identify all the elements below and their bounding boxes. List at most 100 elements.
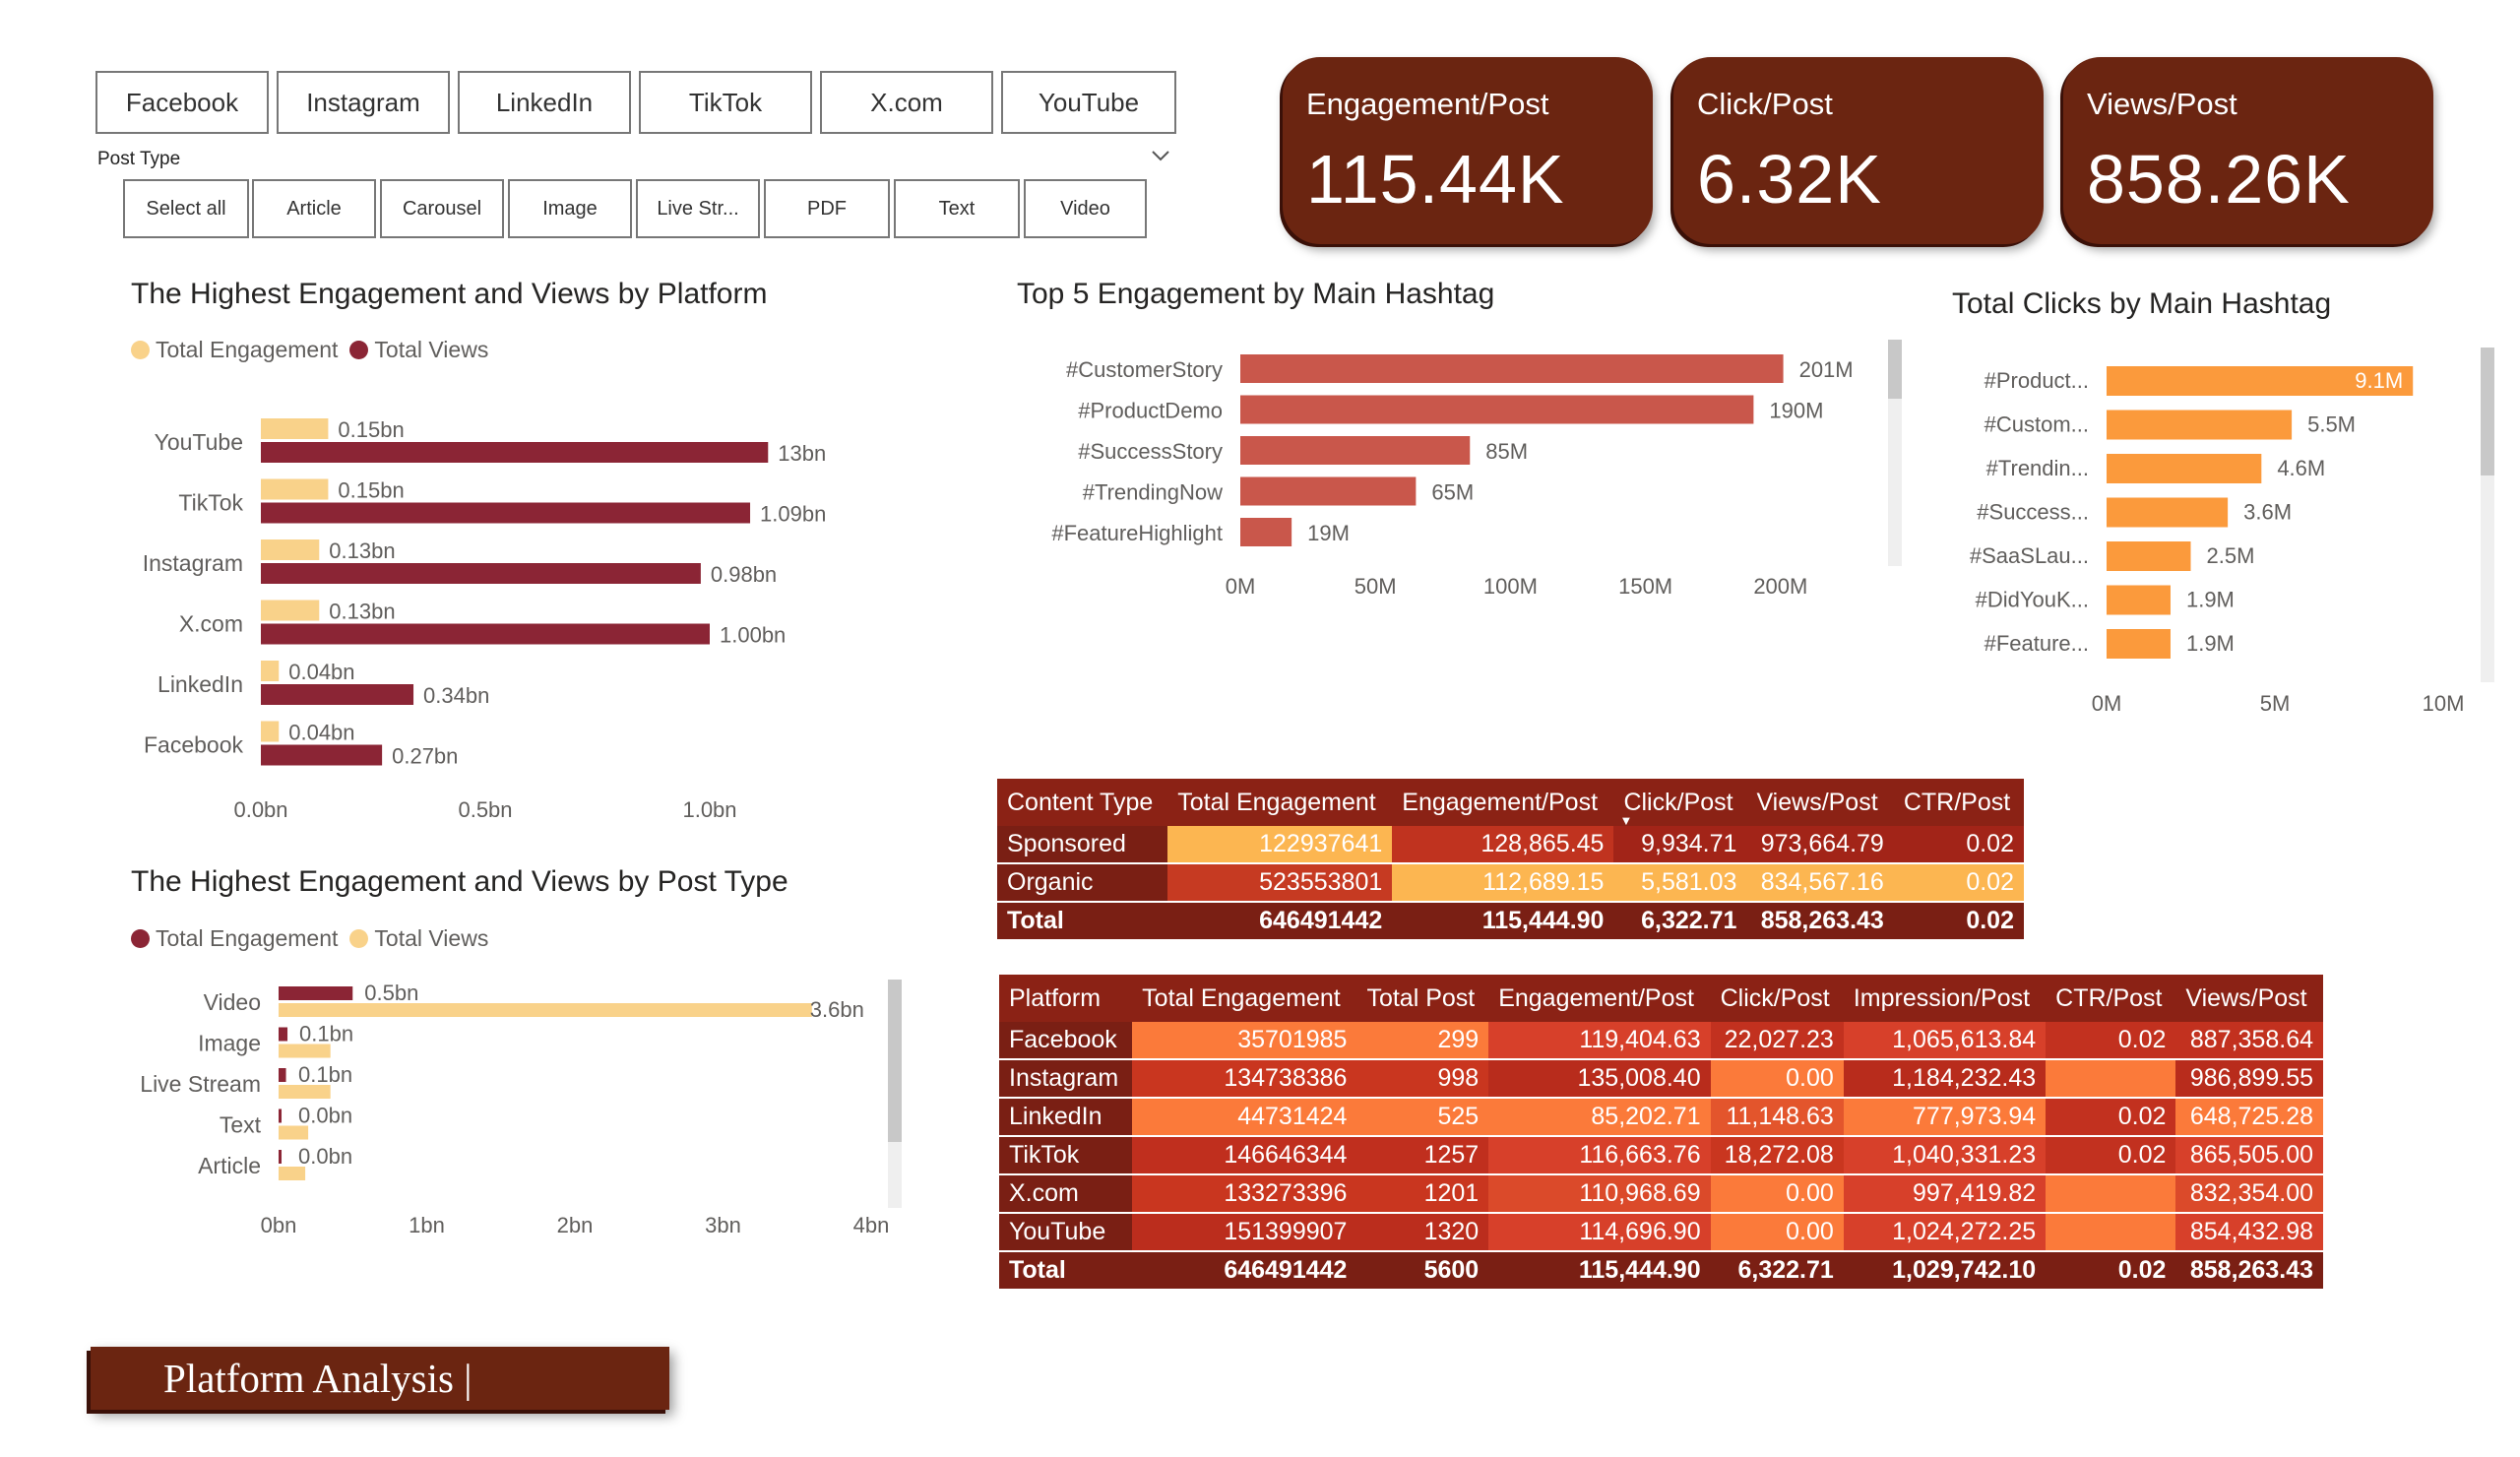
hashtag-engagement-bar[interactable]: [1240, 395, 1754, 424]
post-type-article[interactable]: Article: [252, 179, 376, 238]
chevron-down-icon[interactable]: [1150, 148, 1171, 163]
legend-views-marker: [349, 341, 369, 359]
post-type-select-all[interactable]: Select all: [123, 179, 249, 238]
total-cell: 0.02: [1893, 902, 2024, 941]
platform-filter-xcom[interactable]: X.com: [820, 71, 993, 134]
table-row[interactable]: TikTok 146646344 1257 116,663.76 18,272.08 1,…: [999, 1136, 2323, 1175]
views-bar[interactable]: [261, 442, 769, 463]
total-label-cell: Total: [997, 902, 1168, 941]
table-cell: [2046, 1059, 2176, 1099]
table-cell: 0.00: [1710, 1174, 1844, 1214]
total-cell: 0.02: [2046, 1251, 2176, 1291]
clicks-bar[interactable]: [2107, 629, 2171, 659]
clicks-scrollbar-track[interactable]: [2481, 348, 2494, 682]
hashtag-engagement-bar[interactable]: [1240, 518, 1292, 546]
table-cell: 112,689.15: [1392, 863, 1614, 903]
category-label: YouTube: [155, 429, 243, 455]
sort-descending-icon[interactable]: ▼: [1619, 813, 1633, 828]
views-bar[interactable]: [261, 684, 414, 705]
column-header[interactable]: CTR/Post: [2046, 975, 2176, 1022]
column-header[interactable]: Total Engagement: [1167, 779, 1393, 826]
views-bar[interactable]: [261, 623, 710, 645]
engagement-bar[interactable]: [261, 600, 320, 621]
clicks-bar[interactable]: [2107, 410, 2293, 440]
posttype-scrollbar-thumb[interactable]: [888, 980, 902, 1142]
data-label: 19M: [1307, 521, 1350, 545]
clicks-bar[interactable]: [2107, 585, 2171, 615]
views-bar[interactable]: [261, 563, 701, 584]
table-cell: 998: [1356, 1059, 1489, 1099]
table-row[interactable]: Facebook 35701985 299 119,404.63 22,027.23 1,…: [999, 1022, 2323, 1060]
platform-filter-facebook[interactable]: Facebook: [95, 71, 269, 134]
table-row[interactable]: YouTube 151399907 1320 114,696.90 0.00 1,024,…: [999, 1213, 2323, 1252]
table-row[interactable]: Sponsored 122937641 128,865.45 9,934.71 973,…: [997, 826, 2024, 864]
table-row[interactable]: X.com 133273396 1201 110,968.69 0.00 997,419.…: [999, 1174, 2323, 1214]
column-header[interactable]: Content Type: [997, 779, 1168, 826]
data-label: 1.00bn: [720, 623, 786, 648]
table-cell: 1257: [1356, 1136, 1489, 1175]
clicks-bar[interactable]: [2107, 454, 2262, 483]
table-cell: 887,358.64: [2175, 1022, 2323, 1060]
views-bar[interactable]: [261, 744, 383, 766]
views-bar[interactable]: [261, 502, 751, 524]
column-header[interactable]: Total Post: [1356, 975, 1489, 1022]
clicks-bar[interactable]: [2107, 541, 2191, 571]
table-cell: 0.02: [2046, 1136, 2176, 1175]
column-header[interactable]: Platform: [999, 975, 1133, 1022]
column-header[interactable]: Click/Post ▼: [1613, 779, 1747, 828]
column-header[interactable]: Impression/Post: [1843, 975, 2047, 1022]
post-type-image[interactable]: Image: [508, 179, 632, 238]
engagement-bar[interactable]: [279, 1068, 286, 1082]
column-header[interactable]: Engagement/Post: [1488, 975, 1711, 1022]
post-type-carousel[interactable]: Carousel: [380, 179, 504, 238]
clicks-scrollbar-thumb[interactable]: [2481, 348, 2494, 475]
column-header[interactable]: Click/Post: [1710, 975, 1844, 1022]
column-header[interactable]: Total Engagement: [1132, 975, 1357, 1022]
views-bar[interactable]: [279, 1167, 306, 1180]
column-header[interactable]: Engagement/Post: [1392, 779, 1614, 826]
post-type-pdf[interactable]: PDF: [764, 179, 890, 238]
views-bar[interactable]: [279, 1085, 331, 1099]
hashtag-scrollbar-thumb[interactable]: [1888, 340, 1902, 399]
engagement-bar[interactable]: [279, 1150, 283, 1164]
platform-filter-youtube[interactable]: YouTube: [1001, 71, 1176, 134]
column-header[interactable]: CTR/Post: [1893, 779, 2024, 826]
table-row[interactable]: Instagram 134738386 998 135,008.40 0.00 1,184…: [999, 1059, 2323, 1099]
column-header[interactable]: Views/Post: [2175, 975, 2323, 1022]
tick-label: 100M: [1483, 574, 1538, 599]
table-row[interactable]: LinkedIn 44731424 525 85,202.71 11,148.63 777…: [999, 1098, 2323, 1137]
post-type-text[interactable]: Text: [894, 179, 1020, 238]
engagement-bar[interactable]: [279, 986, 353, 1000]
hashtag-scrollbar-track[interactable]: [1888, 340, 1902, 566]
total-cell: 6,322.71: [1613, 902, 1747, 941]
post-type-live-stream[interactable]: Live Str...: [636, 179, 760, 238]
views-bar[interactable]: [279, 1044, 331, 1058]
legend-views-marker: [349, 929, 369, 948]
platform-filter-linkedin[interactable]: LinkedIn: [458, 71, 631, 134]
engagement-bar[interactable]: [261, 721, 280, 742]
platform-filter-tiktok[interactable]: TikTok: [639, 71, 812, 134]
posttype-scrollbar-track[interactable]: [888, 980, 902, 1208]
engagement-bar[interactable]: [261, 418, 329, 439]
views-bar[interactable]: [279, 1003, 812, 1017]
column-header[interactable]: Views/Post: [1746, 779, 1894, 826]
engagement-bar[interactable]: [279, 1027, 288, 1042]
engagement-bar[interactable]: [261, 661, 280, 681]
engagement-bar[interactable]: [261, 539, 320, 560]
post-type-video[interactable]: Video: [1024, 179, 1147, 238]
table-cell: 1201: [1356, 1174, 1489, 1214]
content-type-table: Content Type Total Engagement Engagement/P…: [997, 779, 2024, 941]
tick-label: 0.5bn: [458, 797, 512, 822]
hashtag-engagement-bar[interactable]: [1240, 354, 1784, 383]
clicks-bar[interactable]: [2107, 366, 2414, 396]
table-row[interactable]: Organic 523553801 112,689.15 5,581.03 834,56…: [997, 863, 2024, 903]
platform-filter-instagram[interactable]: Instagram: [277, 71, 450, 134]
total-cell: 6,322.71: [1710, 1251, 1844, 1291]
views-bar[interactable]: [279, 1125, 309, 1140]
hashtag-engagement-bar[interactable]: [1240, 436, 1471, 465]
engagement-bar[interactable]: [279, 1109, 283, 1123]
hashtag-engagement-bar[interactable]: [1240, 476, 1417, 506]
clicks-bar[interactable]: [2107, 497, 2229, 528]
kpi-click-per-post: Click/Post 6.32K: [1673, 57, 2044, 244]
engagement-bar[interactable]: [261, 478, 329, 500]
